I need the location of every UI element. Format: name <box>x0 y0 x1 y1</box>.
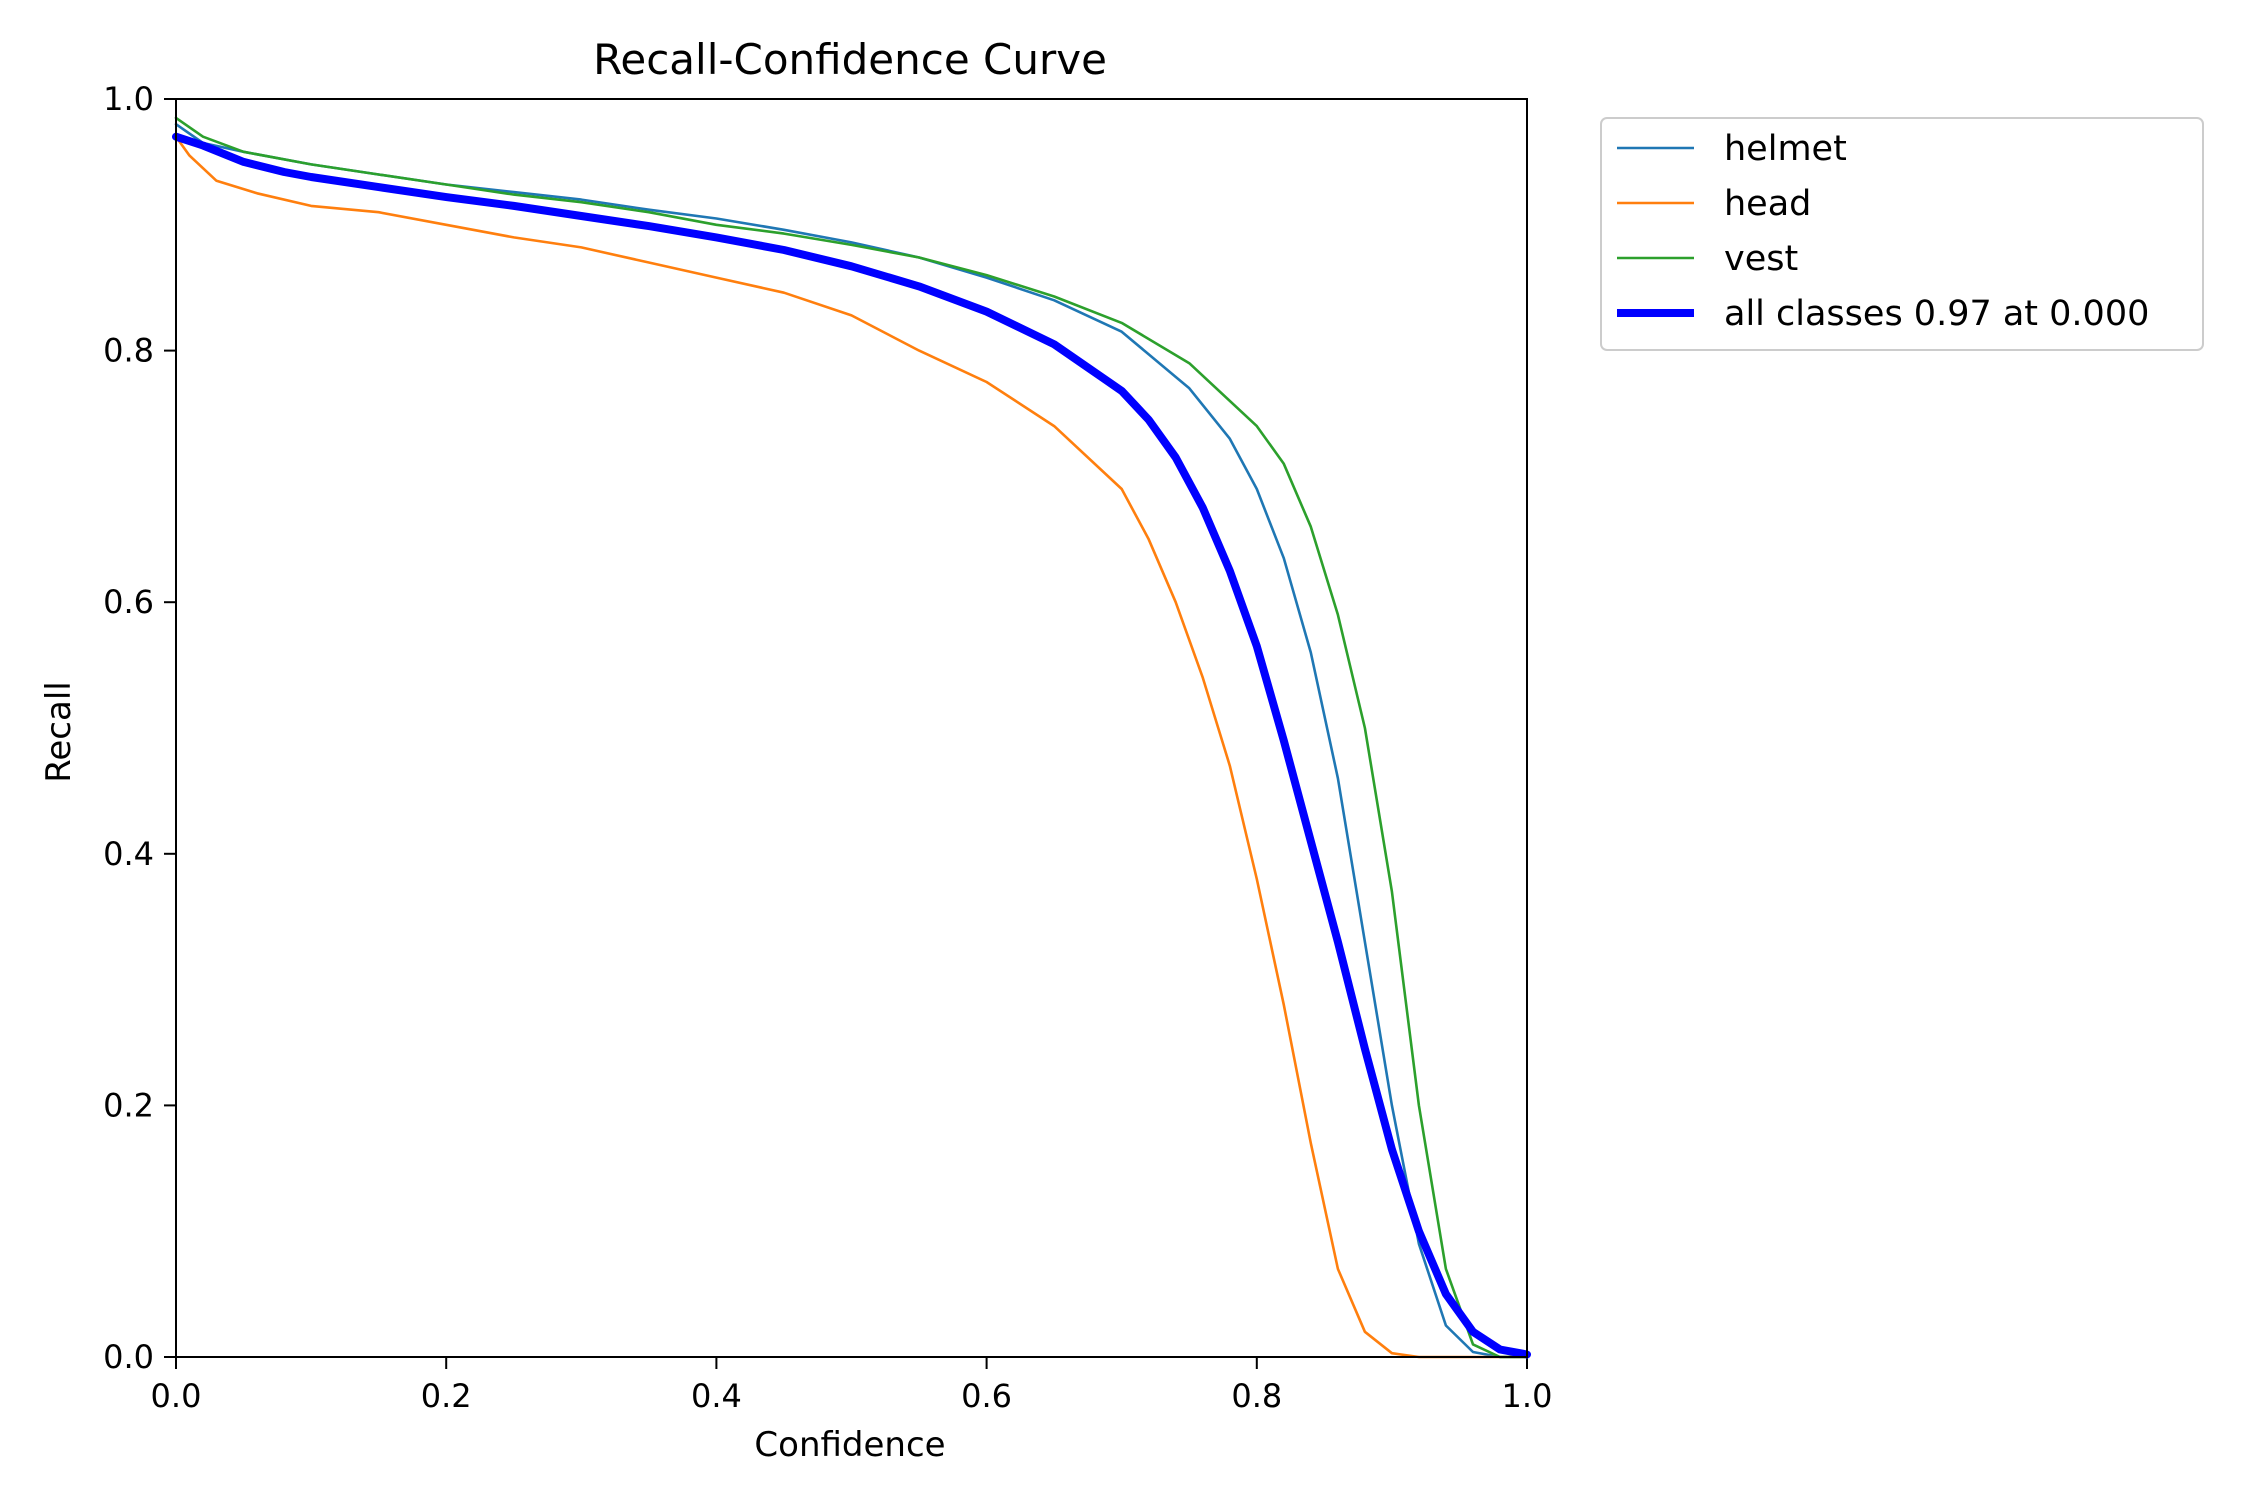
x-tick-label: 1.0 <box>1502 1377 1553 1415</box>
series-line-3 <box>172 132 1531 1359</box>
legend-label-0: helmet <box>1724 129 1847 169</box>
legend-label-2: vest <box>1724 239 1798 279</box>
x-tick-label: 0.0 <box>151 1377 202 1415</box>
y-tick-label: 0.2 <box>103 1086 154 1124</box>
x-axis-label: Confidence <box>754 1425 945 1465</box>
x-tick-label: 0.4 <box>691 1377 742 1415</box>
plot-area: 0.0 0.2 0.4 0.6 0.8 1.0 0.0 0.2 0.4 0.6 0.8 1.0 <box>103 80 1552 1415</box>
y-tick-label: 1.0 <box>103 80 154 118</box>
legend-label-3: all classes 0.97 at 0.000 <box>1724 294 2149 334</box>
x-tick-label: 0.2 <box>421 1377 472 1415</box>
axes-frame <box>175 98 1528 1358</box>
chart-title: Recall-Confidence Curve <box>593 35 1107 84</box>
legend-label-1: head <box>1724 184 1811 224</box>
legend: helmet head vest all classes 0.97 at 0.000 <box>1600 117 2204 351</box>
x-tick-label: 0.6 <box>961 1377 1012 1415</box>
y-tick-label: 0.0 <box>103 1338 154 1376</box>
y-axis-label: Recall <box>39 681 79 782</box>
legend-box <box>1600 117 2204 351</box>
x-tick-label: 0.8 <box>1231 1377 1282 1415</box>
series-line-1 <box>174 135 1529 1359</box>
y-tick-label: 0.4 <box>103 835 154 873</box>
y-tick-label: 0.8 <box>103 332 154 370</box>
series-line-2 <box>174 116 1529 1359</box>
series-line-0 <box>174 122 1529 1359</box>
y-tick-label: 0.6 <box>103 583 154 621</box>
